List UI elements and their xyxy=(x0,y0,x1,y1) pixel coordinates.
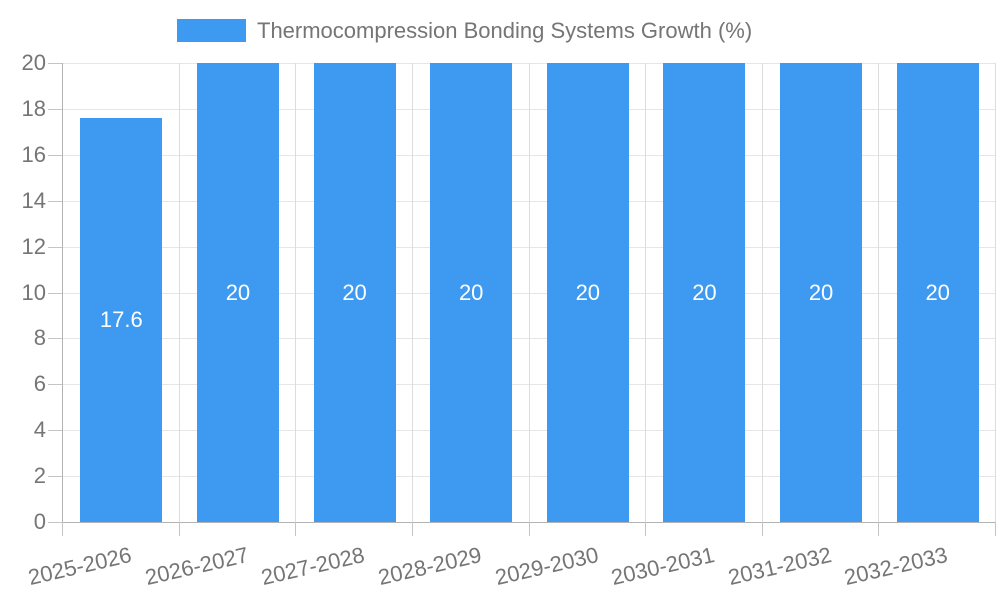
bar: 20 xyxy=(430,63,513,522)
bar-value-label: 17.6 xyxy=(99,307,143,333)
v-gridline xyxy=(761,63,763,522)
x-axis-label: 2029-2030 xyxy=(492,542,601,591)
y-tick-mark xyxy=(48,338,62,340)
legend: Thermocompression Bonding Systems Growth… xyxy=(177,17,752,44)
x-axis-label: 2032-2033 xyxy=(842,542,951,591)
v-gridline xyxy=(878,63,880,522)
bar: 20 xyxy=(196,63,279,522)
v-gridline xyxy=(411,63,413,522)
x-tick-mark xyxy=(878,522,880,536)
y-tick-mark xyxy=(48,430,62,432)
y-axis-label: 0 xyxy=(33,509,46,534)
h-gridline xyxy=(63,108,996,110)
y-axis-label: 4 xyxy=(33,417,46,443)
bar-value-label: 20 xyxy=(458,279,484,305)
legend-swatch xyxy=(177,19,246,42)
v-gridline xyxy=(995,63,996,522)
h-gridline xyxy=(63,292,996,294)
y-tick-mark xyxy=(48,200,62,202)
bar: 20 xyxy=(546,63,629,522)
bar-value-label: 20 xyxy=(225,279,251,305)
y-tick-mark xyxy=(48,292,62,294)
h-gridline xyxy=(63,430,996,432)
x-tick-mark xyxy=(528,522,530,536)
y-axis-label: 12 xyxy=(21,233,46,259)
bar-value-label: 20 xyxy=(808,279,834,305)
y-axis-label: 8 xyxy=(33,325,46,351)
x-tick-mark xyxy=(645,522,647,536)
legend-label: Thermocompression Bonding Systems Growth… xyxy=(257,17,753,43)
bar-value-label: 20 xyxy=(692,279,717,305)
h-gridline xyxy=(63,200,996,202)
v-gridline xyxy=(178,63,180,522)
x-axis-label: 2030-2031 xyxy=(608,542,718,591)
y-axis-label: 18 xyxy=(21,95,46,121)
y-axis-label: 20 xyxy=(21,50,46,75)
x-axis-label: 2025-2026 xyxy=(25,542,134,591)
x-axis-label: 2027-2028 xyxy=(259,542,368,591)
bar: 20 xyxy=(896,63,979,522)
h-gridline xyxy=(63,63,996,64)
y-axis-label: 6 xyxy=(33,371,46,397)
x-tick-mark xyxy=(411,522,413,536)
h-gridline xyxy=(63,476,996,478)
h-gridline xyxy=(63,384,996,386)
x-tick-mark xyxy=(295,522,297,536)
bar-value-label: 20 xyxy=(575,279,601,305)
v-gridline xyxy=(295,63,297,522)
y-tick-mark xyxy=(48,384,62,386)
y-tick-mark xyxy=(48,108,62,110)
v-gridline xyxy=(528,63,530,522)
x-tick-mark xyxy=(995,522,996,536)
h-gridline xyxy=(63,338,996,340)
bar: 20 xyxy=(313,63,396,522)
y-axis-label: 2 xyxy=(33,463,46,489)
y-tick-mark xyxy=(48,154,62,156)
y-tick-mark xyxy=(48,63,62,64)
x-axis-label: 2026-2027 xyxy=(142,542,251,591)
bar: 20 xyxy=(663,63,746,522)
plot-area: 17.6 20 20 20 20 20 20 20 xyxy=(62,63,996,523)
x-tick-mark xyxy=(178,522,180,536)
x-axis-label: 2031-2032 xyxy=(725,542,834,591)
h-gridline xyxy=(63,154,996,156)
y-axis-label: 16 xyxy=(21,141,46,167)
v-gridline xyxy=(645,63,647,522)
bar-value-label: 20 xyxy=(342,279,367,305)
h-gridline xyxy=(63,246,996,248)
bar: 20 xyxy=(780,63,863,522)
y-tick-mark xyxy=(48,476,62,478)
bar-value-label: 20 xyxy=(925,279,950,305)
y-tick-mark xyxy=(48,522,62,523)
y-axis-label: 10 xyxy=(21,279,46,305)
x-tick-mark xyxy=(761,522,763,536)
y-tick-mark xyxy=(48,246,62,248)
y-axis-label: 14 xyxy=(21,187,46,213)
bar: 17.6 xyxy=(80,118,163,522)
x-axis-label: 2028-2029 xyxy=(375,542,484,591)
x-tick-mark xyxy=(62,522,63,536)
